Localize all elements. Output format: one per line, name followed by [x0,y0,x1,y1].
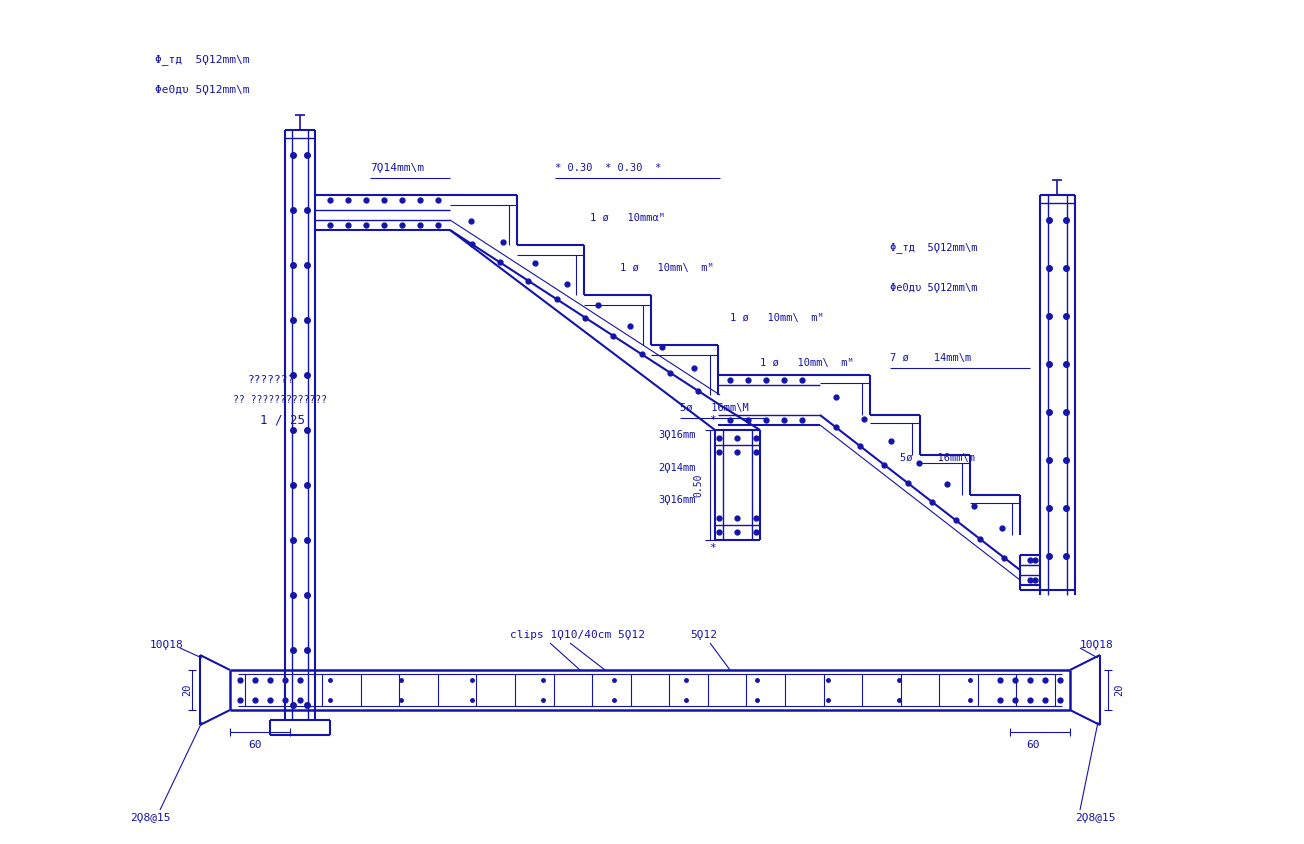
Text: 2Ϙ8@15: 2Ϙ8@15 [1074,813,1115,823]
Text: Φe0дυ 5Ϙ12mm\m: Φe0дυ 5Ϙ12mm\m [155,85,249,95]
Text: *: * [709,415,716,425]
Text: 2Ϙ8@15: 2Ϙ8@15 [130,813,171,823]
Text: 3Ϙ16mm: 3Ϙ16mm [659,430,695,440]
Text: 1 ø   10mm\  mᴹ: 1 ø 10mm\ mᴹ [730,313,824,323]
Text: 3Ϙ16mm: 3Ϙ16mm [659,495,695,505]
Text: 5ø    16mm\m: 5ø 16mm\m [900,453,975,463]
Text: 2Ϙ14mm: 2Ϙ14mm [659,463,695,473]
Text: 0.50: 0.50 [692,473,703,497]
Text: 1 / 25: 1 / 25 [259,414,305,426]
Text: 7Ϙ14mm\m: 7Ϙ14mm\m [370,163,424,173]
Text: 20: 20 [183,684,192,696]
Text: 60: 60 [248,740,262,750]
Text: * 0.30  * 0.30  *: * 0.30 * 0.30 * [556,163,661,173]
Text: 60: 60 [1026,740,1039,750]
Text: *: * [709,543,716,553]
Text: 1 ø   10mmαᴹ: 1 ø 10mmαᴹ [589,213,665,223]
Text: 10Ϙ18: 10Ϙ18 [150,640,184,650]
Text: 5ø   16mm\M: 5ø 16mm\M [679,403,748,413]
Text: 7 ø    14mm\m: 7 ø 14mm\m [891,353,971,363]
Text: 10Ϙ18: 10Ϙ18 [1080,640,1114,650]
Text: 5Ϙ12: 5Ϙ12 [690,630,717,640]
Text: 1 ø   10mm\  mᴹ: 1 ø 10mm\ mᴹ [619,263,713,273]
Text: ???????: ??????? [248,375,295,385]
Text: Φe0дυ 5Ϙ12mm\m: Φe0дυ 5Ϙ12mm\m [891,283,978,293]
Text: 1 ø   10mm\  mᴹ: 1 ø 10mm\ mᴹ [760,358,854,368]
Text: 20: 20 [1114,684,1124,696]
Text: Φ_тд  5Ϙ12mm\m: Φ_тд 5Ϙ12mm\m [891,242,978,253]
Text: clips 1Ϙ10/40cm 5Ϙ12: clips 1Ϙ10/40cm 5Ϙ12 [510,630,645,640]
Text: ?? ?????????????: ?? ????????????? [233,395,327,405]
Text: Φ_тд  5Ϙ12mm\m: Φ_тд 5Ϙ12mm\m [155,55,249,66]
